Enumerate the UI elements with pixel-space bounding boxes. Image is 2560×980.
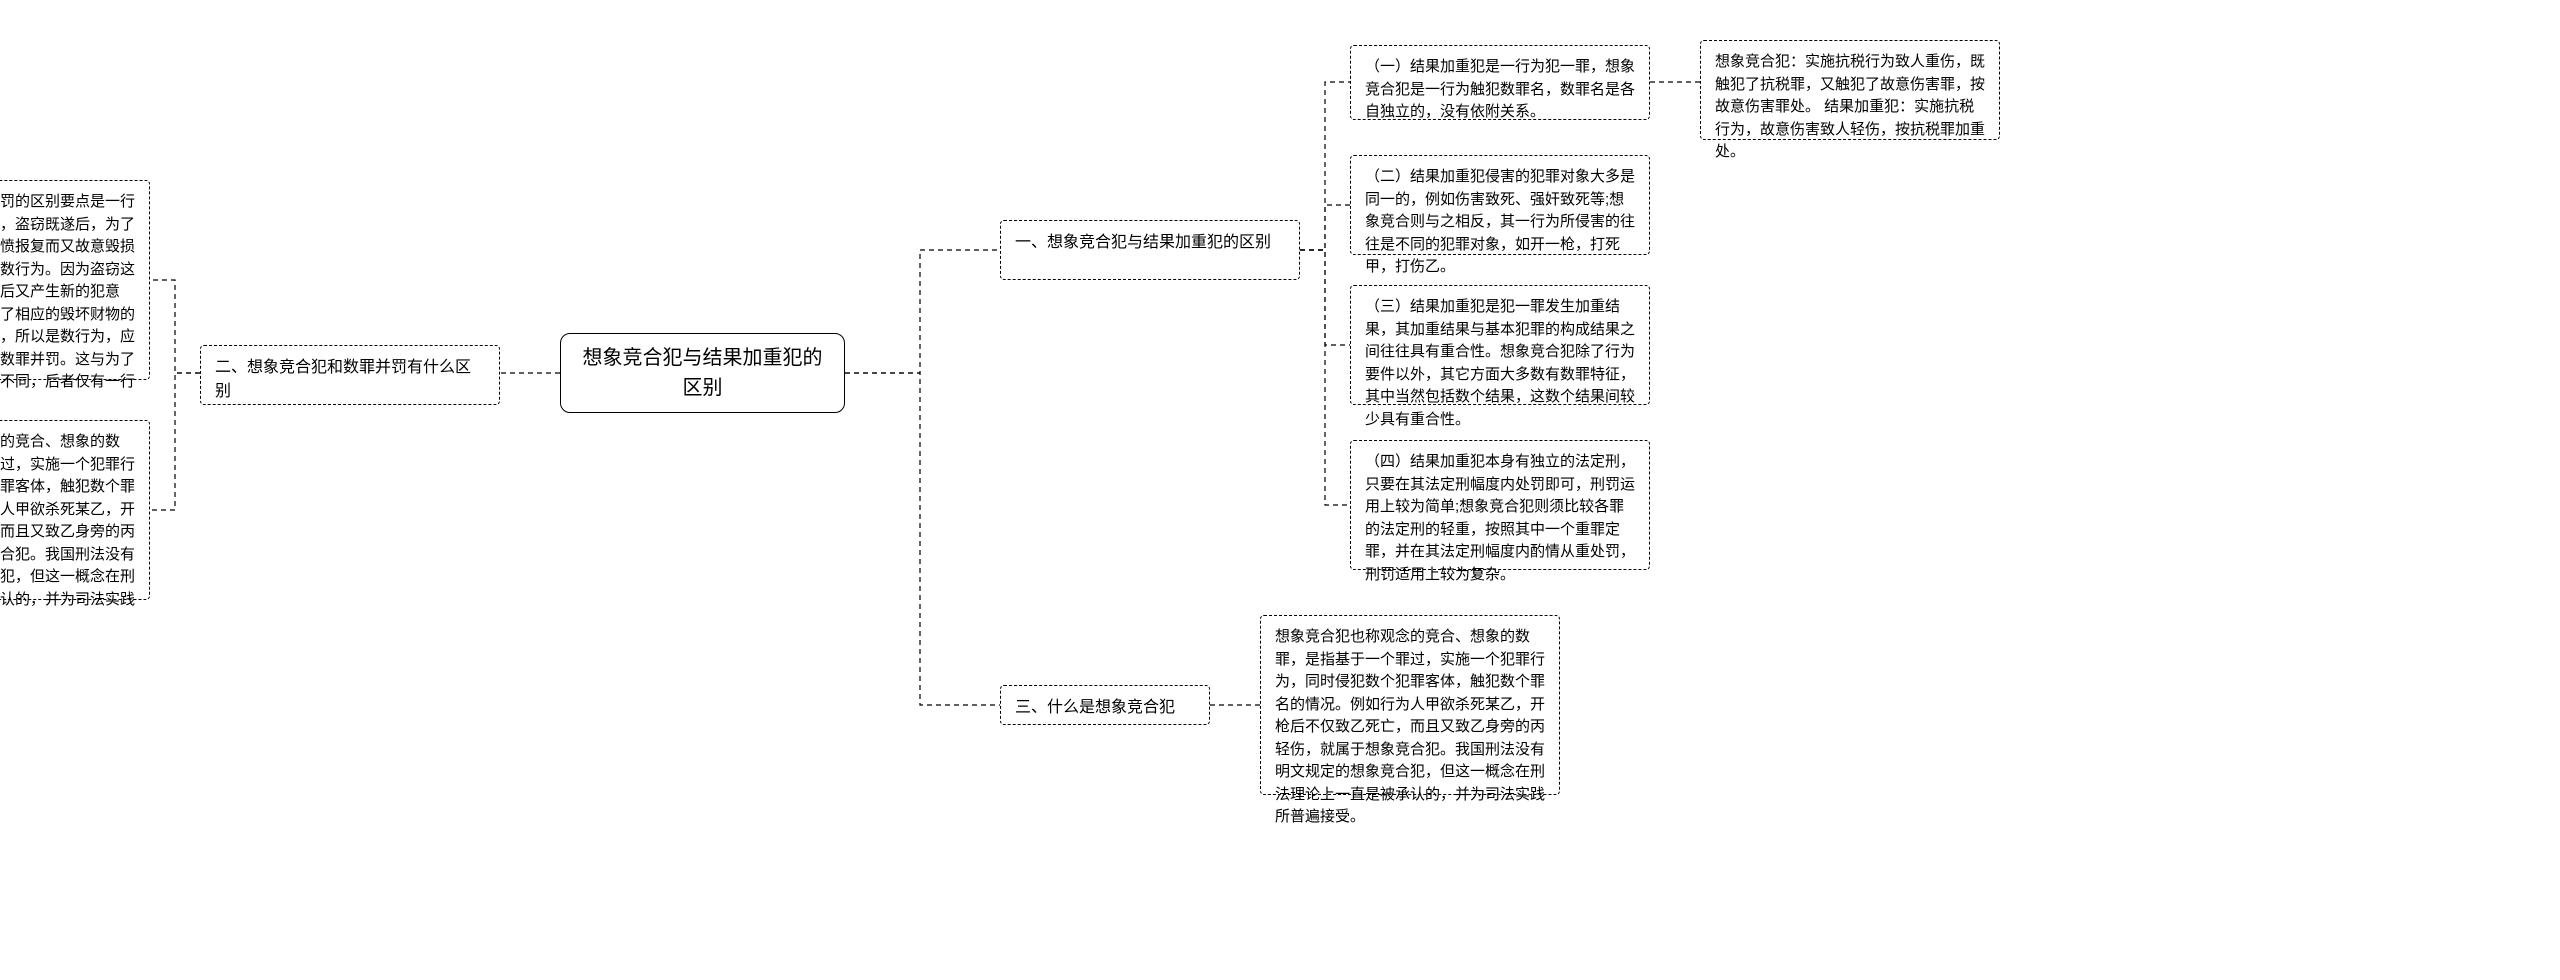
leaf-r1-3: （四）结果加重犯本身有独立的法定刑，只要在其法定刑幅度内处罚即可，刑罚运用上较为… [1350, 440, 1650, 570]
root-label: 想象竞合犯与结果加重犯的区别 [575, 343, 830, 403]
leaf-r1-1-text: （二）结果加重犯侵害的犯罪对象大多是同一的，例如伤害致死、强奸致死等;想象竞合则… [1365, 168, 1635, 275]
leaf-r2-0-text: 想象竞合犯也称观念的竞合、想象的数罪，是指基于一个罪过，实施一个犯罪行为，同时侵… [1275, 628, 1545, 825]
root-node: 想象竞合犯与结果加重犯的区别 [560, 333, 845, 413]
leaf-left-1-text: 想象竞合犯也称观念的竞合、想象的数罪，是指基于一个罪过，实施一个犯罪行为，同时侵… [0, 433, 135, 630]
leaf-r1-2: （三）结果加重犯是犯一罪发生加重结果，其加重结果与基本犯罪的构成结果之间往往具有… [1350, 285, 1650, 405]
branch-right-2-label: 三、什么是想象竞合犯 [1015, 699, 1175, 716]
branch-right-1: 一、想象竞合犯与结果加重犯的区别 [1000, 220, 1300, 280]
branch-right-2: 三、什么是想象竞合犯 [1000, 685, 1210, 725]
leaf-r2-0: 想象竞合犯也称观念的竞合、想象的数罪，是指基于一个罪过，实施一个犯罪行为，同时侵… [1260, 615, 1560, 795]
branch-right-1-label: 一、想象竞合犯与结果加重犯的区别 [1015, 234, 1271, 251]
leaf-r1-2-text: （三）结果加重犯是犯一罪发生加重结果，其加重结果与基本犯罪的构成结果之间往往具有… [1365, 298, 1635, 428]
leaf-left-0: 想像竞合犯与数罪并罚的区别要点是一行为还是数行为。例如，盗窃既遂后，为了破坏现场… [0, 180, 150, 380]
leaf-r1-0-text: （一）结果加重犯是一行为犯一罪，想象竞合犯是一行为触犯数罪名，数罪名是各自独立的… [1365, 58, 1635, 120]
mindmap-canvas: 想象竞合犯与结果加重犯的区别 二、想象竞合犯和数罪并罚有什么区别 想像竞合犯与数… [0, 0, 2560, 980]
branch-left: 二、想象竞合犯和数罪并罚有什么区别 [200, 345, 500, 405]
leaf-left-1: 想象竞合犯也称观念的竞合、想象的数罪，是指基于一个罪过，实施一个犯罪行为，同时侵… [0, 420, 150, 600]
leaf-r1-0-child-text: 想象竞合犯：实施抗税行为致人重伤，既触犯了抗税罪，又触犯了故意伤害罪，按故意伤害… [1715, 53, 1985, 160]
leaf-r1-3-text: （四）结果加重犯本身有独立的法定刑，只要在其法定刑幅度内处罚即可，刑罚运用上较为… [1365, 453, 1635, 583]
leaf-left-0-text: 想像竞合犯与数罪并罚的区别要点是一行为还是数行为。例如，盗窃既遂后，为了破坏现场… [0, 193, 135, 413]
branch-left-label: 二、想象竞合犯和数罪并罚有什么区别 [215, 359, 471, 400]
edge-layer [0, 0, 2560, 980]
leaf-r1-0-child: 想象竞合犯：实施抗税行为致人重伤，既触犯了抗税罪，又触犯了故意伤害罪，按故意伤害… [1700, 40, 2000, 140]
leaf-r1-0: （一）结果加重犯是一行为犯一罪，想象竞合犯是一行为触犯数罪名，数罪名是各自独立的… [1350, 45, 1650, 120]
leaf-r1-1: （二）结果加重犯侵害的犯罪对象大多是同一的，例如伤害致死、强奸致死等;想象竞合则… [1350, 155, 1650, 255]
